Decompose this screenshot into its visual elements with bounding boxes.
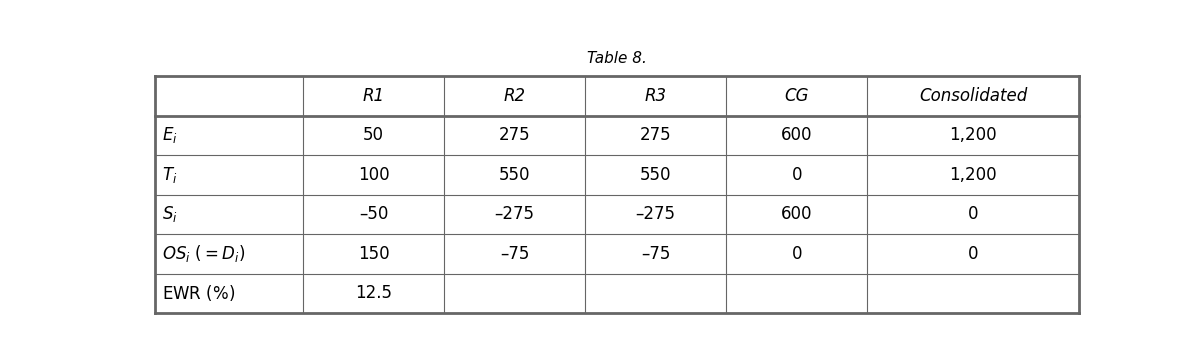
Text: –50: –50 [359, 205, 388, 223]
Text: 0: 0 [791, 245, 802, 263]
Text: $\mathrm{EWR\ (\%)}$: $\mathrm{EWR\ (\%)}$ [162, 283, 235, 303]
Text: 600: 600 [781, 205, 813, 223]
Text: Consolidated: Consolidated [919, 87, 1027, 105]
Text: 0: 0 [968, 205, 979, 223]
Text: 275: 275 [498, 126, 531, 144]
Text: $OS_i\ (= D_i)$: $OS_i\ (= D_i)$ [162, 243, 245, 264]
Text: –275: –275 [495, 205, 534, 223]
Text: –275: –275 [635, 205, 676, 223]
Text: 550: 550 [640, 166, 671, 184]
Text: CG: CG [784, 87, 809, 105]
Text: –75: –75 [641, 245, 670, 263]
Text: R1: R1 [363, 87, 384, 105]
Text: 1,200: 1,200 [950, 166, 997, 184]
Text: Table 8.: Table 8. [587, 51, 647, 66]
Text: $S_i$: $S_i$ [162, 204, 178, 224]
Text: 50: 50 [363, 126, 384, 144]
Text: $T_i$: $T_i$ [162, 165, 178, 185]
Text: R3: R3 [645, 87, 667, 105]
Text: 600: 600 [781, 126, 813, 144]
Text: 150: 150 [358, 245, 389, 263]
Text: 12.5: 12.5 [355, 284, 392, 303]
Text: R2: R2 [503, 87, 526, 105]
Text: 275: 275 [640, 126, 671, 144]
Text: 100: 100 [358, 166, 389, 184]
Text: 0: 0 [968, 245, 979, 263]
Text: 0: 0 [791, 166, 802, 184]
Text: $E_i$: $E_i$ [162, 125, 178, 145]
Text: –75: –75 [500, 245, 530, 263]
Text: 550: 550 [498, 166, 531, 184]
Text: 1,200: 1,200 [950, 126, 997, 144]
